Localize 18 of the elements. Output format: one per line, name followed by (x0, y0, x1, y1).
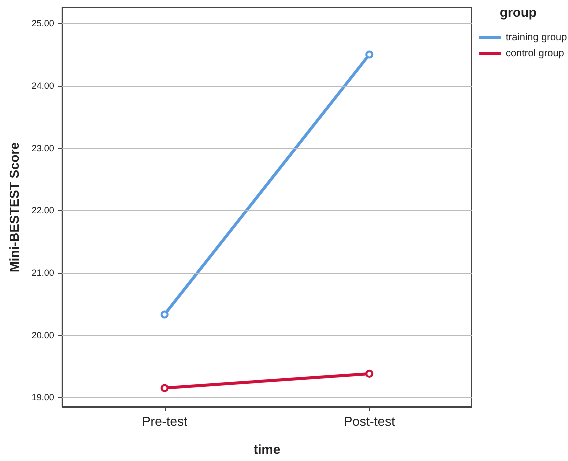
x-axis-title: time (254, 442, 281, 457)
y-tick-label: 19.00 (32, 392, 54, 403)
y-tick-label: 22.00 (32, 206, 54, 216)
y-tick-label: 25.00 (32, 18, 54, 29)
y-tick-label: 21.00 (32, 268, 54, 278)
x-tick-label: Pre-test (142, 414, 188, 429)
point (366, 370, 374, 378)
point (366, 50, 374, 59)
y-tick-label: 23.00 (32, 143, 54, 154)
y-tick-label: 24.00 (32, 80, 54, 91)
y-axis-title: Mini-BESTEST Score (7, 142, 22, 273)
x-tick-label: Post-test (344, 414, 396, 429)
legend-label: control group (506, 48, 565, 60)
legend-label: training group (506, 32, 568, 44)
y-tick-label: 20.00 (32, 330, 54, 340)
point (160, 310, 169, 319)
point (160, 384, 169, 392)
legend-title: group (500, 5, 537, 20)
